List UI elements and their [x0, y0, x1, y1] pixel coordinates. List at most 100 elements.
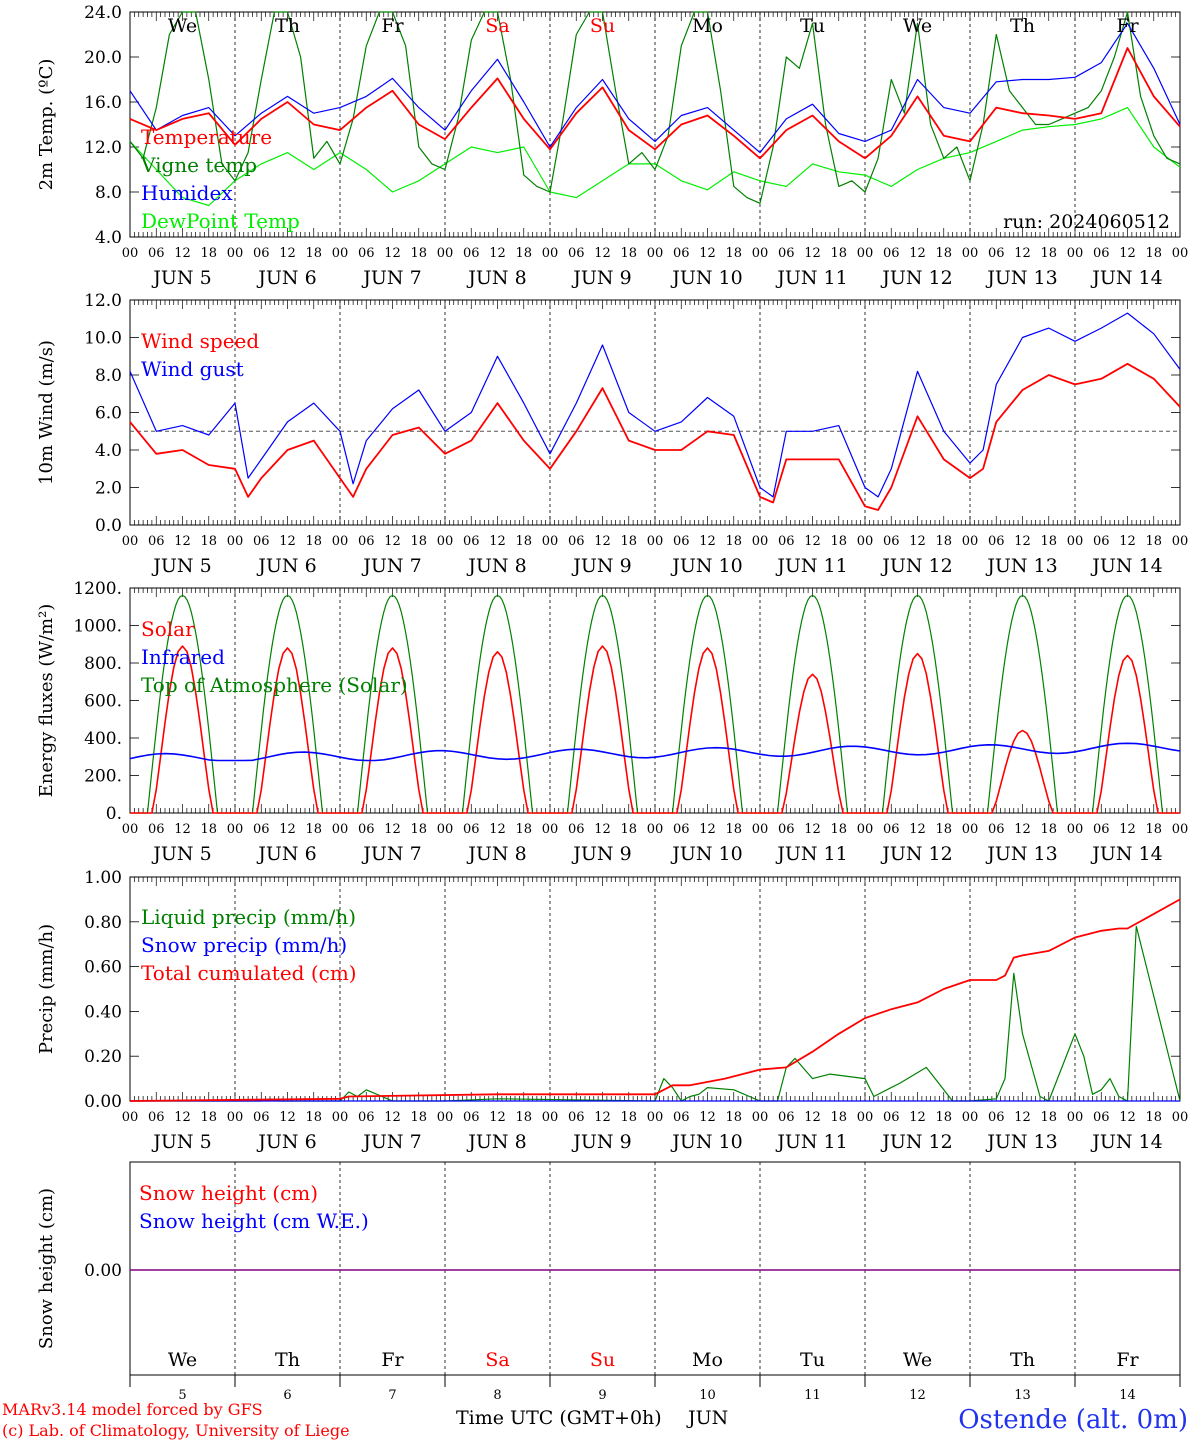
x-tick-label: 12	[909, 1110, 926, 1125]
x-axis-month: JUN	[686, 1407, 728, 1429]
x-tick-label: 12	[279, 822, 296, 837]
series-solar-line	[130, 645, 1180, 814]
x-tick-label: 00	[122, 822, 139, 837]
day-label: JUN 9	[571, 1131, 631, 1153]
x-tick-label: 00	[122, 246, 139, 261]
series-wind-speed-line	[129, 362, 1181, 511]
x-tick-label: 18	[935, 534, 952, 549]
x-tick-label: 18	[1040, 1110, 1057, 1125]
legend-entry: Humidex	[141, 181, 233, 205]
x-tick-label: 12	[699, 246, 716, 261]
x-tick-label: 06	[253, 246, 270, 261]
day-label: JUN 11	[775, 555, 847, 577]
x-tick-label: 12	[594, 822, 611, 837]
day-label: JUN 12	[880, 555, 952, 577]
x-tick-label: 06	[778, 822, 795, 837]
weekday-label: Fr	[1116, 1349, 1139, 1371]
x-tick-label: 12	[909, 246, 926, 261]
weekday-label: Tu	[800, 1349, 825, 1371]
x-tick-label: 00	[122, 1110, 139, 1125]
x-tick-label: 12	[909, 822, 926, 837]
day-label: JUN 8	[466, 555, 526, 577]
x-tick-label: 18	[200, 246, 217, 261]
legend-entry: Top of Atmosphere (Solar)	[141, 673, 408, 697]
y-tick-label: 12.0	[84, 138, 122, 158]
x-tick-label: 00	[227, 246, 244, 261]
weekday-label: Fr	[1116, 15, 1139, 37]
x-tick-label: 06	[358, 1110, 375, 1125]
x-tick-label: 00	[1172, 534, 1189, 549]
day-label: JUN 6	[256, 843, 316, 865]
y-tick-label: 4.0	[95, 228, 122, 248]
bottom-day-label: 10	[699, 1388, 716, 1403]
y-tick-label: 0.40	[84, 1002, 122, 1022]
x-tick-label: 06	[253, 534, 270, 549]
bottom-day-label: 13	[1014, 1388, 1031, 1403]
x-tick-label: 12	[804, 1110, 821, 1125]
x-tick-label: 00	[857, 534, 874, 549]
x-tick-label: 06	[988, 1110, 1005, 1125]
weekday-label: Th	[275, 15, 300, 37]
x-tick-label: 12	[384, 1110, 401, 1125]
x-tick-label: 12	[1014, 822, 1031, 837]
x-tick-label: 00	[962, 1110, 979, 1125]
day-label: JUN 10	[670, 267, 742, 289]
x-tick-label: 12	[1014, 1110, 1031, 1125]
x-tick-label: 12	[804, 246, 821, 261]
x-tick-label: 12	[174, 246, 191, 261]
x-tick-label: 18	[620, 822, 637, 837]
weekday-label: Th	[1010, 15, 1035, 37]
station-label: Ostende (alt. 0m)	[958, 1405, 1188, 1435]
x-tick-label: 00	[962, 246, 979, 261]
x-tick-label: 00	[332, 1110, 349, 1125]
x-tick-label: 00	[542, 1110, 559, 1125]
legend-entry: Vigne temp	[140, 153, 257, 177]
x-tick-label: 00	[437, 534, 454, 549]
x-tick-label: 06	[673, 534, 690, 549]
x-tick-label: 06	[463, 534, 480, 549]
weekday-label: Th	[275, 1349, 300, 1371]
x-tick-label: 06	[988, 534, 1005, 549]
day-label: JUN 12	[880, 267, 952, 289]
x-tick-label: 18	[935, 1110, 952, 1125]
x-tick-label: 06	[253, 822, 270, 837]
x-tick-label: 18	[935, 822, 952, 837]
series-infrared-line	[129, 742, 1181, 762]
x-tick-label: 06	[778, 246, 795, 261]
y-tick-label: 8.0	[95, 183, 122, 203]
x-tick-label: 00	[647, 822, 664, 837]
x-tick-label: 12	[1119, 534, 1136, 549]
x-tick-label: 18	[830, 822, 847, 837]
x-tick-label: 00	[647, 534, 664, 549]
x-tick-label: 18	[305, 1110, 322, 1125]
x-tick-label: 06	[883, 534, 900, 549]
x-tick-label: 00	[752, 246, 769, 261]
x-tick-label: 12	[384, 822, 401, 837]
day-label: JUN 10	[670, 555, 742, 577]
x-tick-label: 00	[1172, 1110, 1189, 1125]
weekday-label: Sa	[485, 15, 509, 37]
x-tick-label: 18	[200, 534, 217, 549]
x-tick-label: 18	[515, 822, 532, 837]
x-tick-label: 06	[463, 822, 480, 837]
x-tick-label: 12	[1014, 534, 1031, 549]
weekday-label: Fr	[381, 1349, 404, 1371]
legend-entry: Infrared	[141, 645, 225, 669]
day-label: JUN 11	[775, 267, 847, 289]
x-tick-label: 18	[1145, 534, 1162, 549]
y-tick-label: 1200.	[73, 579, 122, 599]
x-tick-label: 00	[332, 822, 349, 837]
series-humidex-line	[129, 22, 1181, 154]
x-tick-label: 18	[620, 246, 637, 261]
x-tick-label: 00	[857, 1110, 874, 1125]
weekday-label: We	[903, 1349, 932, 1371]
x-tick-label: 18	[830, 246, 847, 261]
x-tick-label: 00	[647, 246, 664, 261]
panel-2-frame	[129, 299, 1181, 526]
x-tick-label: 18	[1040, 534, 1057, 549]
x-tick-label: 06	[988, 822, 1005, 837]
weekday-label: Sa	[485, 1349, 509, 1371]
day-label: JUN 9	[571, 555, 631, 577]
day-label: JUN 5	[151, 555, 211, 577]
x-tick-label: 00	[752, 822, 769, 837]
